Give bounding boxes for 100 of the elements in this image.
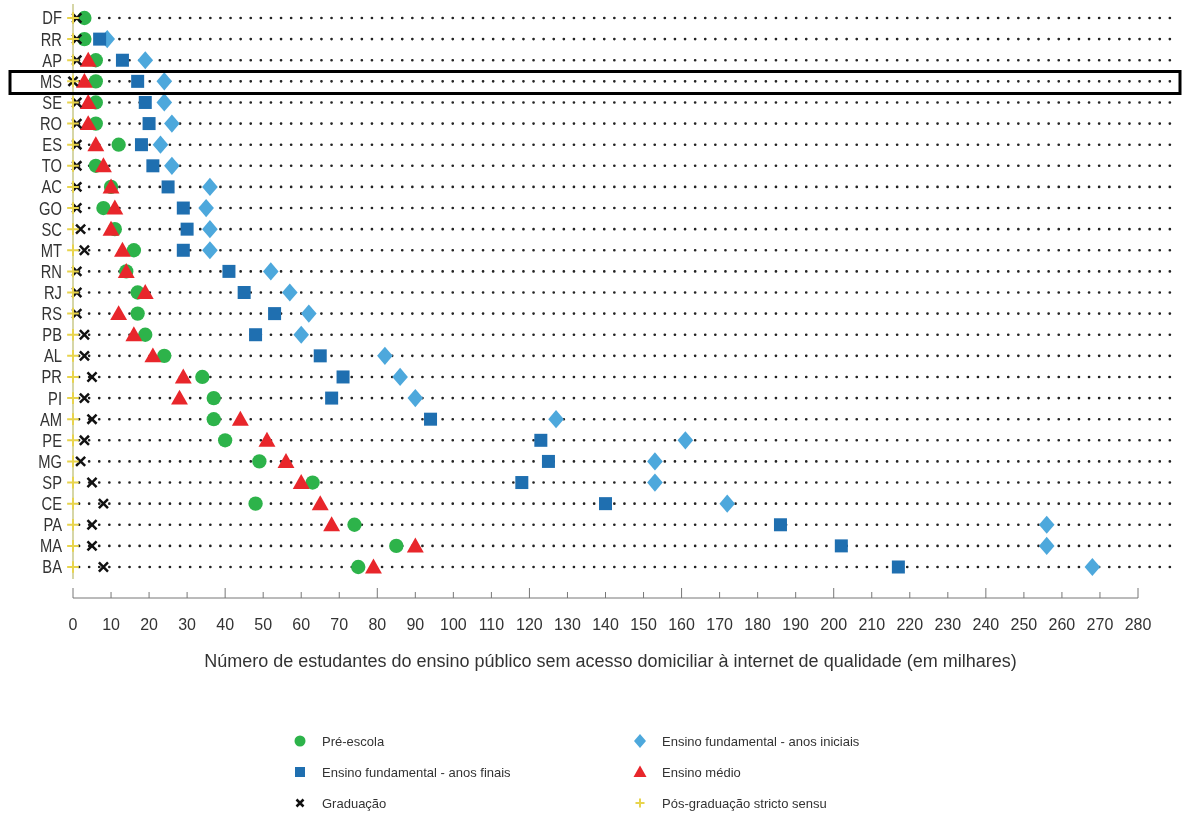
point	[66, 560, 80, 574]
point	[66, 539, 80, 553]
y-tick-label: AC	[41, 177, 63, 197]
point	[293, 325, 310, 344]
x-tick-label: 120	[516, 616, 543, 633]
point	[206, 390, 221, 406]
point	[138, 327, 153, 342]
point	[599, 497, 612, 511]
point	[66, 11, 80, 25]
y-tick-label: PR	[41, 367, 63, 387]
x-tick-label: 230	[934, 616, 962, 633]
point	[152, 135, 169, 154]
legend-label: Pré-escola	[322, 734, 385, 749]
x-tick-label: 250	[1010, 616, 1038, 633]
x-tick-label: 190	[782, 616, 810, 633]
x-tick-label: 50	[254, 616, 273, 633]
point	[78, 328, 91, 341]
point	[217, 433, 233, 448]
legend-label: Ensino médio	[662, 765, 741, 780]
point	[66, 496, 80, 511]
point	[202, 177, 218, 197]
point	[78, 244, 91, 257]
point	[161, 180, 175, 194]
point	[106, 199, 124, 215]
point	[305, 475, 320, 490]
point	[66, 95, 80, 110]
y-tick-label: GO	[39, 198, 62, 218]
x-tick-label: 260	[1048, 616, 1076, 633]
point	[78, 392, 91, 404]
y-tick-label: PI	[48, 388, 62, 408]
point	[891, 560, 905, 574]
point	[834, 539, 848, 553]
x-tick-label: 200	[820, 616, 848, 633]
point	[313, 349, 327, 363]
legend-label: Graduação	[322, 796, 387, 811]
point	[262, 262, 279, 281]
x-tick-label: 40	[216, 616, 235, 633]
point	[78, 350, 91, 362]
point	[389, 538, 404, 554]
point	[548, 410, 564, 429]
y-tick-label: SC	[41, 219, 63, 239]
point	[231, 410, 249, 426]
point	[96, 200, 111, 216]
x-tick-label: 170	[706, 616, 734, 633]
point	[202, 241, 218, 260]
point	[66, 137, 80, 152]
y-tick-label: DF	[42, 8, 62, 28]
y-tick-label: AP	[42, 50, 63, 71]
point	[66, 412, 80, 427]
point	[237, 286, 251, 299]
y-tick-label: RR	[40, 29, 63, 49]
point	[130, 306, 145, 321]
point	[66, 158, 80, 173]
point	[66, 517, 80, 532]
point	[110, 305, 128, 321]
point	[719, 494, 736, 513]
point	[677, 431, 694, 450]
y-tick-label: RN	[40, 261, 62, 282]
x-tick-label: 60	[292, 616, 311, 633]
point	[111, 137, 126, 152]
point	[66, 475, 80, 490]
point	[323, 516, 341, 532]
point	[66, 32, 80, 46]
point	[164, 156, 180, 175]
point	[144, 347, 162, 363]
point	[79, 51, 97, 67]
point	[647, 473, 663, 492]
point	[86, 476, 98, 489]
point	[195, 369, 210, 385]
x-tick-label: 30	[178, 616, 197, 633]
point	[176, 243, 190, 257]
point	[142, 117, 156, 131]
point	[66, 306, 80, 321]
point	[88, 74, 103, 89]
y-tick-label: RJ	[43, 282, 62, 303]
point	[647, 452, 663, 471]
point	[171, 389, 188, 405]
point	[74, 455, 87, 468]
y-tick-label: PA	[43, 514, 63, 535]
legend-label: Pós-graduação stricto sensu	[662, 796, 827, 811]
point	[258, 431, 276, 447]
y-tick-label: PB	[42, 324, 63, 345]
point	[202, 220, 218, 239]
x-tick-label: 240	[972, 616, 1000, 633]
point	[146, 159, 160, 173]
x-tick-label: 160	[668, 616, 696, 633]
y-tick-label: MG	[38, 451, 62, 472]
point	[347, 517, 362, 532]
point	[180, 222, 194, 236]
point	[136, 284, 154, 299]
point	[66, 201, 80, 215]
x-tick-label: 0	[68, 616, 78, 633]
point	[79, 115, 97, 131]
x-tick-label: 90	[406, 616, 425, 633]
y-tick-label: MS	[39, 71, 63, 92]
x-tick-label: 10	[102, 616, 121, 633]
point	[137, 51, 154, 70]
y-tick-label: SP	[42, 472, 63, 493]
point	[75, 72, 93, 88]
point	[66, 349, 80, 363]
